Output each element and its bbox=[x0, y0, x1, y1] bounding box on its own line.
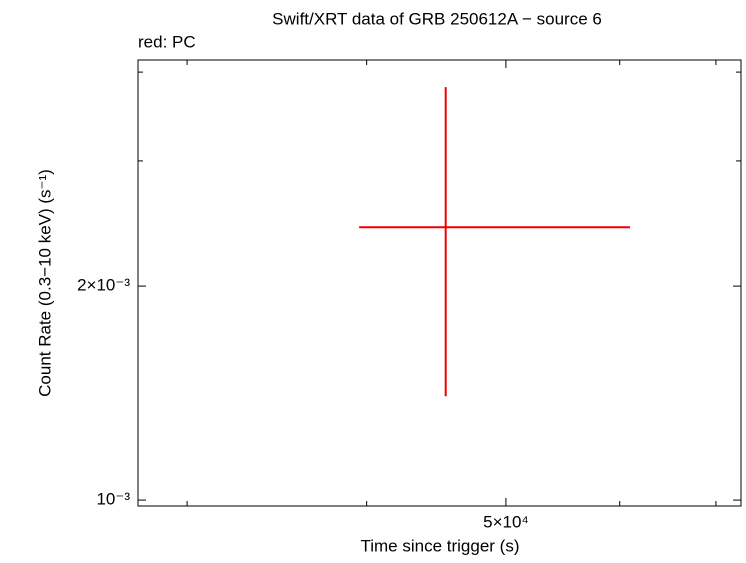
chart-title: Swift/XRT data of GRB 250612A − source 6 bbox=[272, 9, 602, 28]
y-axis-label: Count Rate (0.3−10 keV) (s⁻¹) bbox=[35, 169, 54, 397]
y-tick-label: 2×10⁻³ bbox=[77, 276, 130, 295]
x-tick-label: 5×10⁴ bbox=[483, 512, 529, 531]
plot-frame bbox=[137, 59, 742, 507]
chart-subtitle: red: PC bbox=[138, 32, 196, 51]
y-tick-label: 10⁻³ bbox=[96, 490, 130, 509]
x-axis-label: Time since trigger (s) bbox=[360, 536, 519, 555]
